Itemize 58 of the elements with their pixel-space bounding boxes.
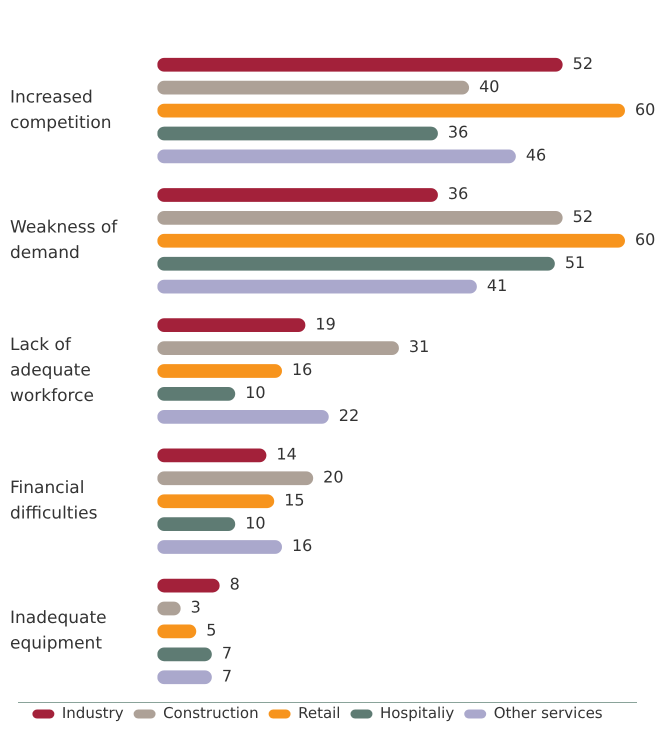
bar [157, 448, 266, 462]
bar [157, 150, 516, 164]
bar [157, 364, 282, 378]
data-label: 51 [564, 252, 586, 272]
bar [157, 578, 220, 592]
data-label: 7 [222, 666, 232, 686]
data-label: 36 [448, 122, 468, 142]
bar [157, 104, 625, 118]
bar [157, 58, 563, 72]
legend-label: Industry [62, 704, 124, 722]
data-label: 7 [222, 643, 232, 662]
y-tick-label: Weakness of demand [10, 217, 118, 263]
data-label: 60 [635, 230, 655, 249]
data-label: 22 [338, 406, 360, 425]
bar [157, 341, 399, 355]
data-label: 14 [276, 444, 297, 464]
bar [157, 318, 306, 332]
data-label: 10 [245, 383, 266, 402]
bar [157, 471, 314, 486]
data-label: 20 [323, 467, 344, 486]
bar [157, 517, 236, 531]
data-label: 40 [479, 76, 500, 96]
y-tick-label: Lack of adequate workforce [10, 334, 94, 406]
data-label: 52 [572, 54, 593, 73]
bar [157, 280, 477, 294]
data-label: 5 [206, 620, 216, 640]
data-label: 31 [408, 337, 430, 356]
bar [157, 670, 212, 684]
data-label: 19 [315, 314, 336, 334]
data-label: 8 [230, 574, 240, 594]
bar [157, 80, 470, 95]
y-tick-label: Inadequate equipment [10, 608, 107, 654]
data-label: 41 [486, 276, 508, 295]
data-label: 16 [292, 536, 312, 556]
data-label: 3 [190, 598, 201, 617]
bar [157, 540, 282, 554]
data-label: 60 [635, 100, 655, 119]
data-label: 15 [284, 490, 305, 510]
bar [157, 647, 212, 662]
data-label: 46 [526, 146, 546, 165]
legend-label: Hospitaliy [380, 704, 454, 722]
data-label: 10 [245, 513, 266, 532]
bar [157, 256, 555, 271]
bar [157, 410, 329, 424]
data-label: 16 [292, 360, 312, 380]
bar [157, 494, 274, 508]
data-label: 52 [572, 207, 593, 226]
bar [157, 126, 438, 140]
bar [157, 188, 438, 202]
bar [157, 234, 625, 248]
legend-label: Construction [163, 704, 259, 722]
y-tick-label: Financial difficulties [10, 478, 98, 524]
bar [157, 387, 236, 401]
data-label: 36 [448, 184, 468, 204]
legend-label: Other services [494, 704, 603, 722]
legend-label: Retail [298, 704, 340, 722]
y-tick-label: Increased competition [10, 87, 112, 133]
bar [157, 211, 563, 225]
